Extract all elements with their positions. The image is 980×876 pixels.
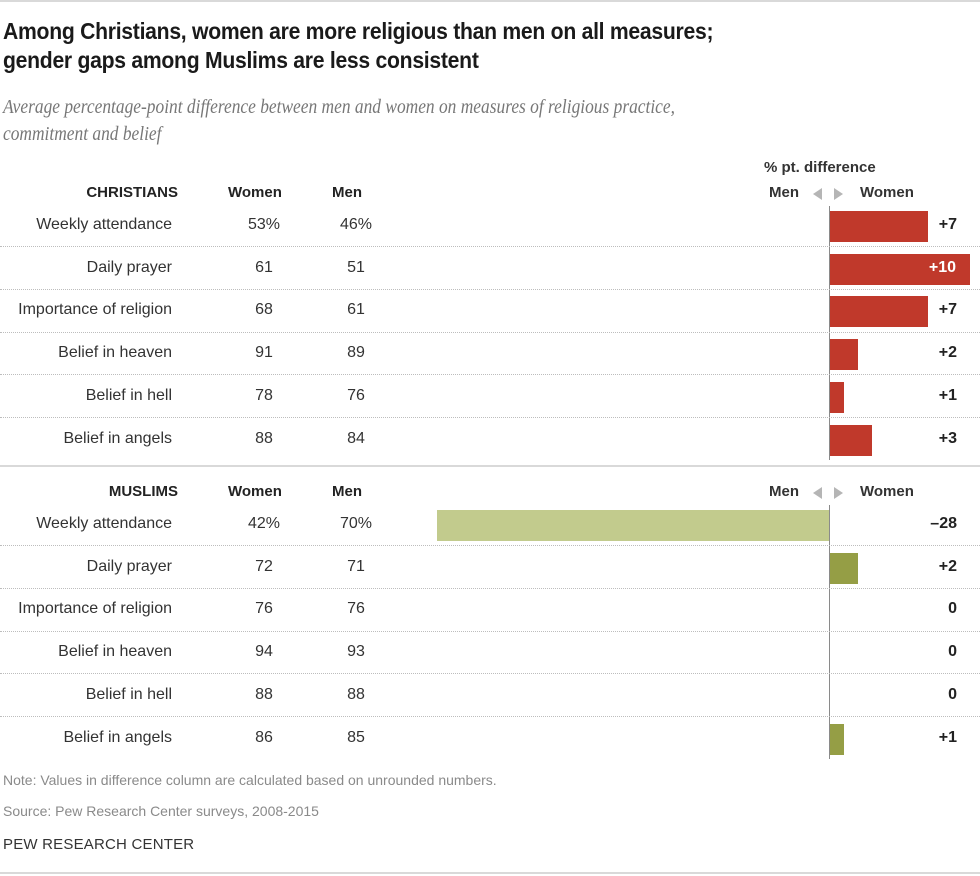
row-label: Belief in hell — [85, 386, 172, 404]
direction-men-label: Men — [769, 483, 799, 500]
row-label: Weekly attendance — [36, 216, 172, 233]
row-divider — [0, 246, 980, 248]
diff-bar — [830, 339, 858, 371]
chart-title: Among Christians, women are more religio… — [3, 17, 969, 75]
diff-value-label: +1 — [938, 728, 957, 746]
row-label: Importance of religion — [18, 301, 172, 319]
row-label: Belief in hell — [85, 685, 172, 703]
row-divider — [0, 673, 980, 675]
women-column-header: Women — [228, 184, 282, 201]
direction-women-label: Women — [860, 483, 914, 500]
men-value: 61 — [347, 301, 365, 319]
diff-bar — [437, 510, 829, 541]
men-value: 71 — [347, 557, 365, 575]
row-label: Daily prayer — [86, 258, 172, 276]
men-value: 93 — [347, 643, 365, 661]
women-value: 88 — [255, 429, 273, 447]
diff-value-label: +7 — [938, 216, 957, 233]
arrow-right-icon — [834, 487, 843, 499]
women-value: 76 — [255, 600, 273, 618]
title-line-2: gender gaps among Muslims are less consi… — [3, 47, 479, 73]
row-label: Belief in angels — [63, 429, 172, 447]
diff-value-label: +1 — [938, 386, 957, 404]
women-value: 68 — [255, 301, 273, 319]
men-value: 46% — [339, 216, 373, 233]
row-divider — [0, 374, 980, 376]
diff-bar — [830, 552, 858, 584]
row-label: Belief in heaven — [58, 344, 172, 362]
diff-value-label: –28 — [930, 515, 957, 532]
row-divider — [0, 630, 980, 632]
chart-subtitle: Average percentage-point difference betw… — [3, 94, 943, 148]
women-value: 88 — [255, 685, 273, 703]
group-header: MUSLIMS — [108, 483, 178, 500]
women-value: 61 — [255, 258, 273, 276]
arrow-right-icon — [834, 188, 843, 200]
bottom-rule — [0, 872, 980, 874]
arrow-left-icon — [813, 188, 822, 200]
row-divider — [0, 417, 980, 419]
diff-value-label: +7 — [938, 301, 957, 319]
row-divider — [0, 588, 980, 590]
men-value: 89 — [347, 344, 365, 362]
diff-value-label: +2 — [938, 557, 957, 575]
men-value: 51 — [347, 258, 365, 276]
direction-men-label: Men — [769, 184, 799, 201]
diff-bar — [830, 381, 844, 413]
row-divider — [0, 716, 980, 718]
diff-bar — [830, 723, 844, 755]
row-divider — [0, 289, 980, 291]
men-column-header: Men — [332, 184, 362, 201]
women-value: 78 — [255, 386, 273, 404]
women-value: 72 — [255, 557, 273, 575]
diff-value-label: +3 — [938, 429, 957, 447]
men-value: 70% — [339, 515, 373, 532]
diff-bar — [830, 296, 928, 328]
women-value: 42% — [247, 515, 281, 532]
diff-value-label: 0 — [948, 600, 957, 618]
row-label: Belief in angels — [63, 728, 172, 746]
women-value: 86 — [255, 728, 273, 746]
diff-value-label: 0 — [948, 643, 957, 661]
zero-axis-line — [829, 505, 830, 759]
section-separator — [0, 465, 980, 467]
row-label: Belief in heaven — [58, 643, 172, 661]
arrow-left-icon — [813, 487, 822, 499]
men-value: 88 — [347, 685, 365, 703]
women-value: 53% — [247, 216, 281, 233]
row-label: Weekly attendance — [36, 515, 172, 532]
diff-bar — [830, 211, 928, 242]
women-value: 91 — [255, 344, 273, 362]
diff-value-label: 0 — [948, 685, 957, 703]
row-divider — [0, 545, 980, 547]
women-column-header: Women — [228, 483, 282, 500]
direction-women-label: Women — [860, 184, 914, 201]
brand-label: PEW RESEARCH CENTER — [3, 836, 195, 853]
men-value: 76 — [347, 600, 365, 618]
diff-value-label: +10 — [928, 258, 956, 276]
row-label: Daily prayer — [86, 557, 172, 575]
diff-bar — [830, 424, 872, 456]
men-value: 85 — [347, 728, 365, 746]
men-value: 76 — [347, 386, 365, 404]
row-label: Importance of religion — [18, 600, 172, 618]
top-rule — [0, 0, 980, 2]
row-divider — [0, 331, 980, 333]
group-header: CHRISTIANS — [86, 184, 178, 201]
zero-axis-line — [829, 206, 830, 460]
subtitle-line-1: Average percentage-point difference betw… — [3, 96, 675, 118]
women-value: 94 — [255, 643, 273, 661]
subtitle-line-2: commitment and belief — [3, 123, 162, 145]
title-line-1: Among Christians, women are more religio… — [3, 18, 714, 44]
diff-bar — [830, 253, 970, 285]
diff-value-label: +2 — [938, 344, 957, 362]
diff-column-header: % pt. difference — [764, 159, 876, 176]
source-text: Source: Pew Research Center surveys, 200… — [3, 803, 319, 819]
men-column-header: Men — [332, 483, 362, 500]
note-text: Note: Values in difference column are ca… — [3, 772, 497, 788]
men-value: 84 — [347, 429, 365, 447]
